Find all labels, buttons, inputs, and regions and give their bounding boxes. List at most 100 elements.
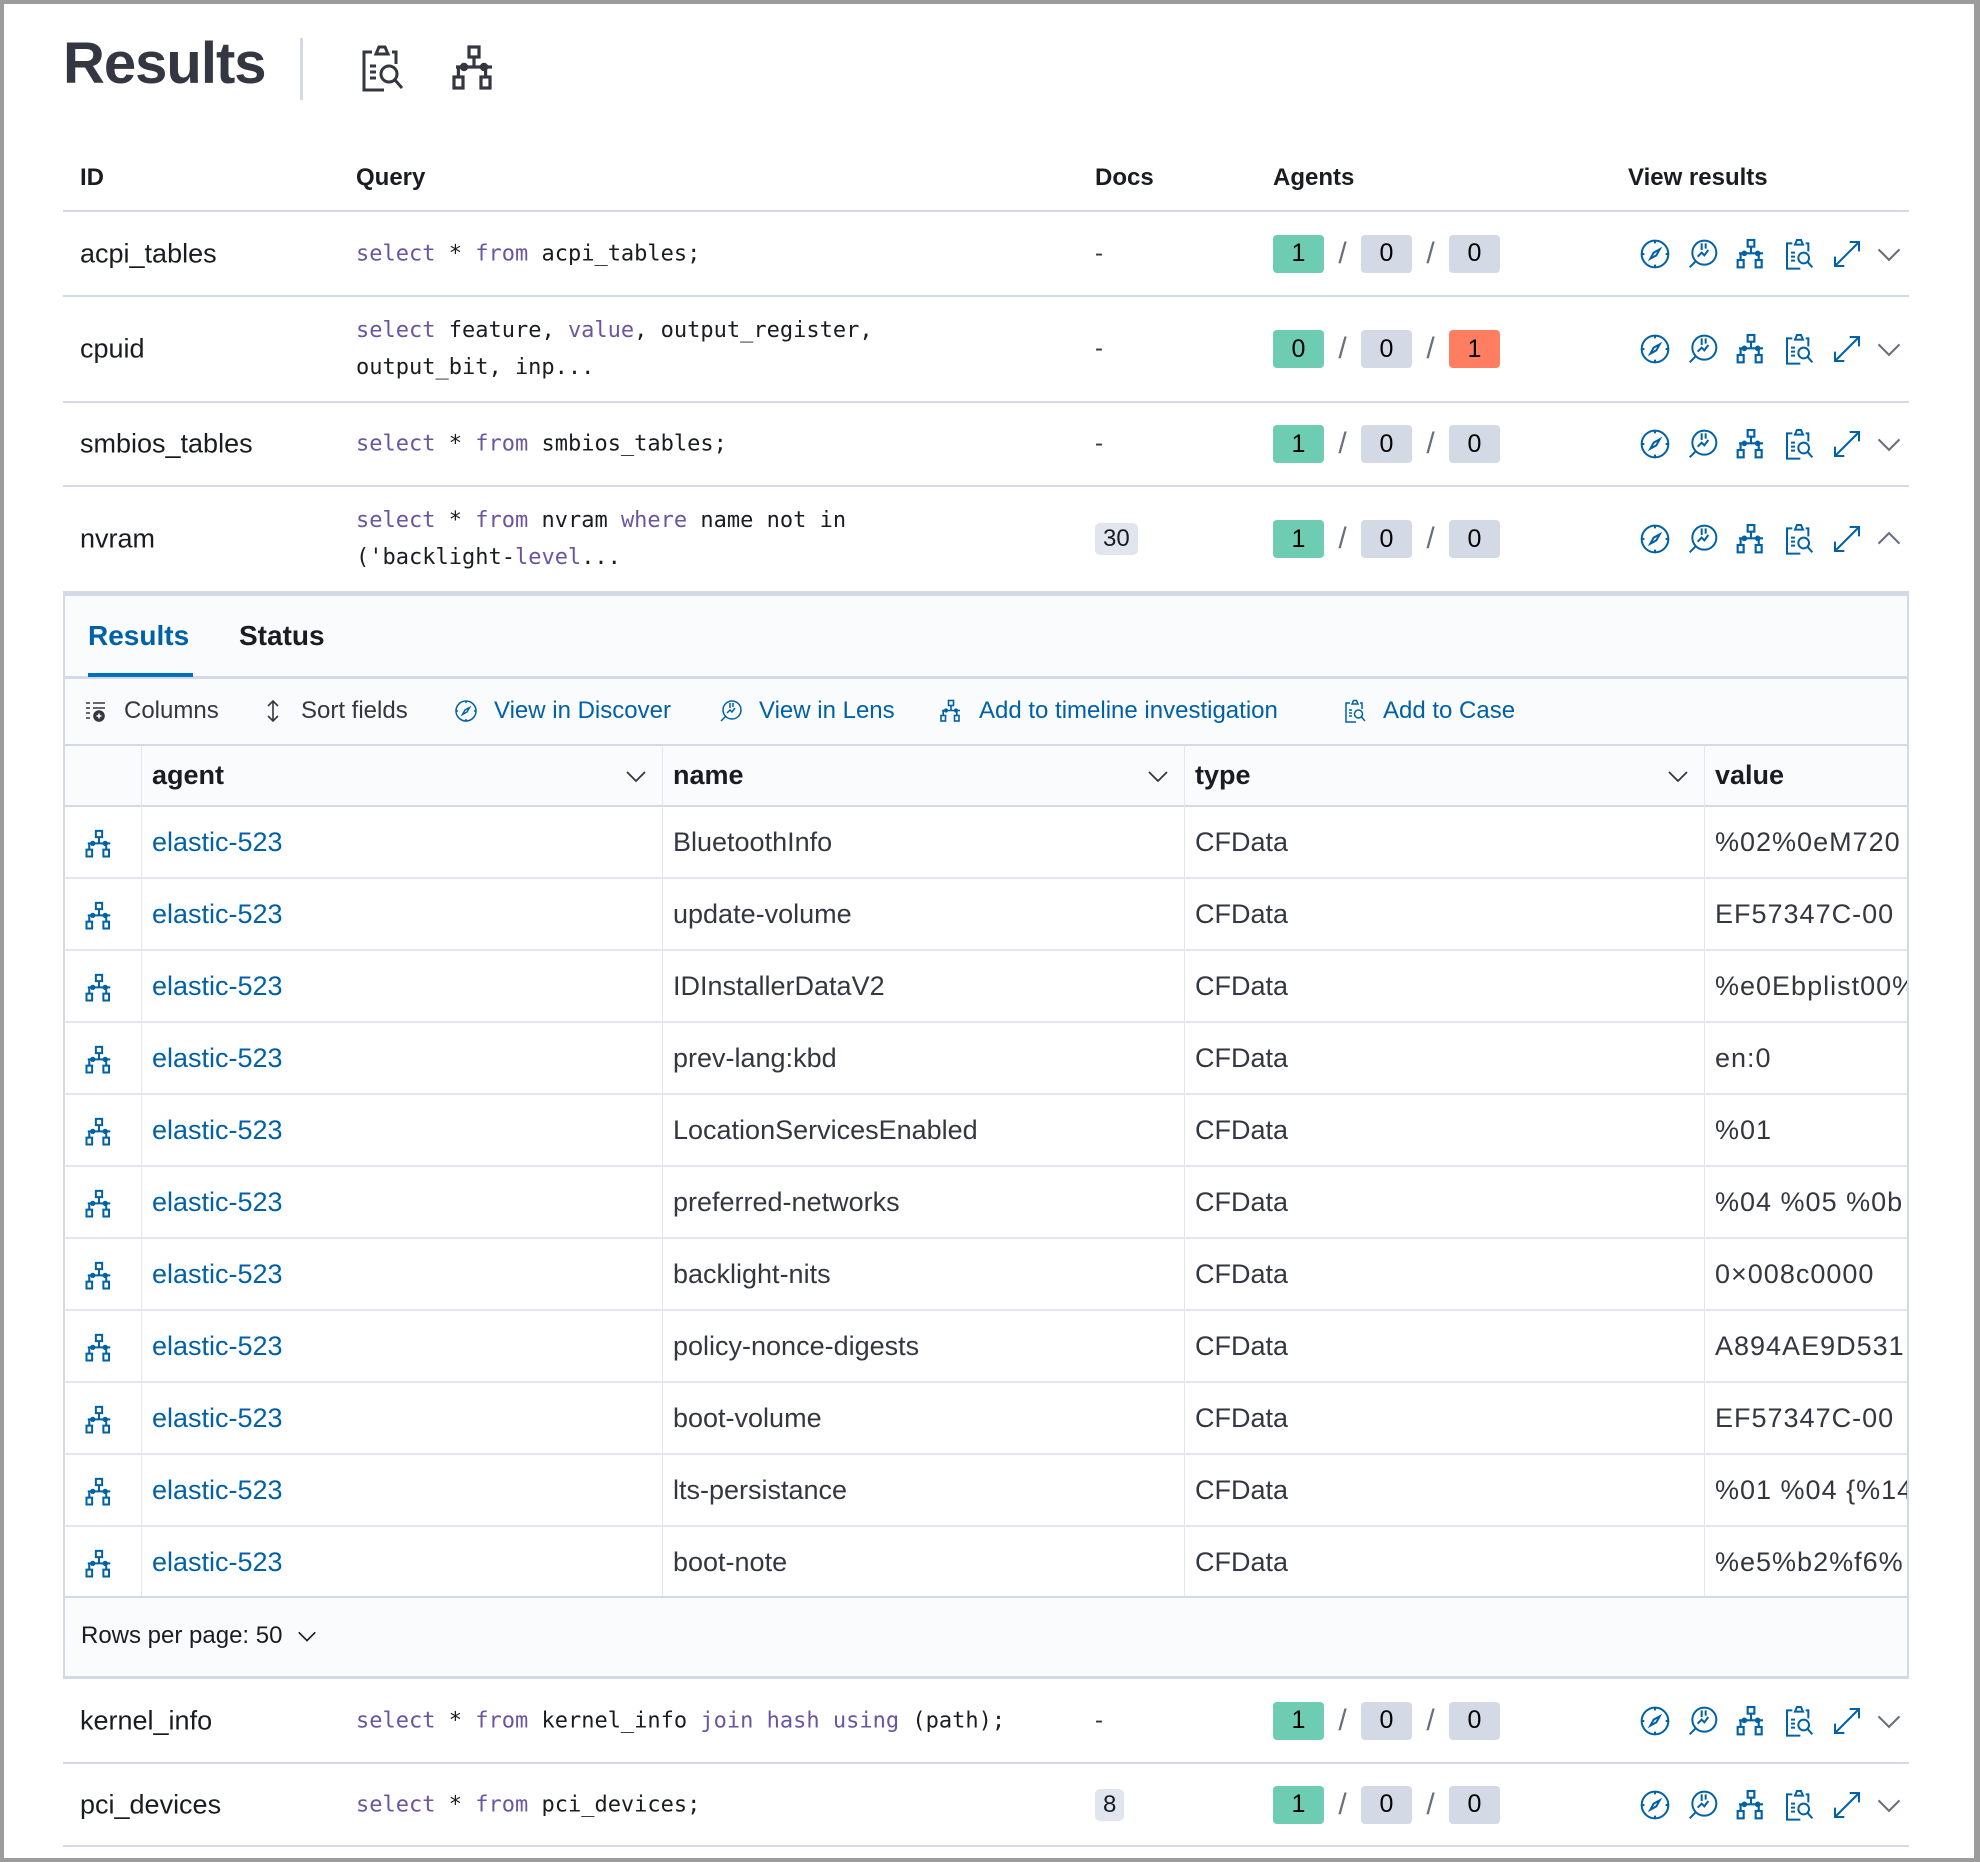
- view-results-actions: [1639, 1789, 1903, 1821]
- tab-results[interactable]: Results: [88, 620, 190, 651]
- lens-icon[interactable]: [1687, 238, 1719, 270]
- grid-cell-agent[interactable]: elastic-523: [152, 1187, 283, 1217]
- separator: /: [1338, 1703, 1347, 1737]
- rows-per-page-select[interactable]: Rows per page: 50: [81, 1622, 318, 1650]
- timeline-icon[interactable]: [84, 1333, 114, 1363]
- grid-column-name[interactable]: name: [673, 760, 744, 790]
- grid-column-agent[interactable]: agent: [152, 760, 225, 790]
- grid-cell-value: %02%0eM720: [1715, 827, 1901, 857]
- discover-icon[interactable]: [1639, 1789, 1671, 1821]
- expand-icon[interactable]: [1831, 523, 1863, 555]
- tab-status[interactable]: Status: [239, 620, 325, 651]
- case-icon[interactable]: [358, 44, 406, 92]
- agents-pending-badge: 0: [1361, 330, 1412, 368]
- timeline-icon[interactable]: [1735, 1705, 1767, 1737]
- grid-cell-agent[interactable]: elastic-523: [152, 1475, 283, 1505]
- grid-cell-agent[interactable]: elastic-523: [152, 1547, 283, 1577]
- case-icon[interactable]: [1783, 1789, 1815, 1821]
- discover-icon[interactable]: [1639, 333, 1671, 365]
- expand-icon[interactable]: [1831, 333, 1863, 365]
- timeline-icon[interactable]: [1735, 523, 1767, 555]
- grid-column-divider: [141, 746, 142, 1599]
- case-icon: [1343, 699, 1367, 723]
- timeline-icon[interactable]: [450, 44, 498, 92]
- grid-cell-agent[interactable]: elastic-523: [152, 1403, 283, 1433]
- view-in-lens-button[interactable]: View in Lens: [719, 697, 895, 725]
- column-header-id[interactable]: ID: [80, 164, 104, 191]
- timeline-icon[interactable]: [1735, 333, 1767, 365]
- add-to-case-button[interactable]: Add to Case: [1343, 697, 1515, 725]
- timeline-icon[interactable]: [84, 1189, 114, 1219]
- lens-icon: [719, 699, 743, 723]
- chevron-down-icon[interactable]: [1875, 1707, 1903, 1735]
- expand-icon[interactable]: [1831, 1705, 1863, 1737]
- timeline-icon[interactable]: [84, 1549, 114, 1579]
- separator: /: [1338, 427, 1347, 460]
- add-to-timeline-investigation-button[interactable]: Add to timeline investigation: [939, 697, 1278, 725]
- column-header-agents[interactable]: Agents: [1273, 164, 1355, 191]
- lens-icon[interactable]: [1687, 1705, 1719, 1737]
- grid-cell-value: EF57347C-00: [1715, 899, 1895, 929]
- docs-count: -: [1095, 430, 1103, 458]
- grid-column-value[interactable]: value: [1715, 760, 1785, 790]
- sort-fields-button[interactable]: Sort fields: [261, 697, 408, 725]
- case-icon[interactable]: [1783, 238, 1815, 270]
- timeline-icon[interactable]: [84, 829, 114, 859]
- case-icon[interactable]: [1783, 428, 1815, 460]
- chevron-down-icon[interactable]: [624, 764, 648, 788]
- case-icon[interactable]: [1783, 333, 1815, 365]
- grid-cell-name: backlight-nits: [673, 1259, 831, 1289]
- chevron-down-icon[interactable]: [1875, 240, 1903, 268]
- timeline-icon[interactable]: [84, 901, 114, 931]
- toolbar-label: Add to timeline investigation: [979, 697, 1278, 724]
- timeline-icon[interactable]: [1735, 1789, 1767, 1821]
- grid-cell-type: CFData: [1195, 1475, 1289, 1505]
- chevron-down-icon[interactable]: [1875, 1791, 1903, 1819]
- view-results-actions: [1639, 523, 1903, 555]
- grid-cell-agent[interactable]: elastic-523: [152, 1043, 283, 1073]
- lens-icon[interactable]: [1687, 523, 1719, 555]
- agents-status: 1 / 0 / 0: [1273, 425, 1500, 463]
- columns-button[interactable]: Columns: [84, 697, 219, 725]
- grid-column-type[interactable]: type: [1195, 760, 1251, 790]
- grid-cell-agent[interactable]: elastic-523: [152, 971, 283, 1001]
- grid-cell-agent[interactable]: elastic-523: [152, 899, 283, 929]
- lens-icon[interactable]: [1687, 428, 1719, 460]
- timeline-icon[interactable]: [84, 1261, 114, 1291]
- chevron-up-icon[interactable]: [1875, 525, 1903, 553]
- timeline-icon[interactable]: [84, 1405, 114, 1435]
- grid-cell-agent[interactable]: elastic-523: [152, 1259, 283, 1289]
- timeline-icon[interactable]: [1735, 238, 1767, 270]
- timeline-icon[interactable]: [1735, 428, 1767, 460]
- grid-cell-value: 0×008c0000: [1715, 1259, 1875, 1289]
- timeline-icon[interactable]: [84, 1477, 114, 1507]
- chevron-down-icon[interactable]: [1666, 764, 1690, 788]
- expand-icon[interactable]: [1831, 428, 1863, 460]
- view-in-discover-button[interactable]: View in Discover: [454, 697, 671, 725]
- grid-cell-name: boot-volume: [673, 1403, 822, 1433]
- discover-icon[interactable]: [1639, 523, 1671, 555]
- lens-icon[interactable]: [1687, 333, 1719, 365]
- case-icon[interactable]: [1783, 523, 1815, 555]
- chevron-down-icon[interactable]: [1875, 335, 1903, 363]
- discover-icon[interactable]: [1639, 428, 1671, 460]
- column-header-docs[interactable]: Docs: [1095, 164, 1154, 191]
- timeline-icon[interactable]: [84, 1045, 114, 1075]
- discover-icon: [454, 699, 478, 723]
- grid-cell-agent[interactable]: elastic-523: [152, 827, 283, 857]
- chevron-down-icon[interactable]: [1875, 430, 1903, 458]
- grid-cell-agent[interactable]: elastic-523: [152, 1115, 283, 1145]
- discover-icon[interactable]: [1639, 238, 1671, 270]
- timeline-icon[interactable]: [84, 973, 114, 1003]
- expand-icon[interactable]: [1831, 1789, 1863, 1821]
- chevron-down-icon[interactable]: [1146, 764, 1170, 788]
- case-icon[interactable]: [1783, 1705, 1815, 1737]
- grid-row: elastic-523 IDInstallerDataV2 CFData %e0Ebp…: [65, 951, 1907, 1023]
- grid-cell-name: policy-nonce-digests: [673, 1331, 920, 1361]
- timeline-icon[interactable]: [84, 1117, 114, 1147]
- column-header-query[interactable]: Query: [356, 164, 426, 191]
- discover-icon[interactable]: [1639, 1705, 1671, 1737]
- lens-icon[interactable]: [1687, 1789, 1719, 1821]
- expand-icon[interactable]: [1831, 238, 1863, 270]
- grid-cell-agent[interactable]: elastic-523: [152, 1331, 283, 1361]
